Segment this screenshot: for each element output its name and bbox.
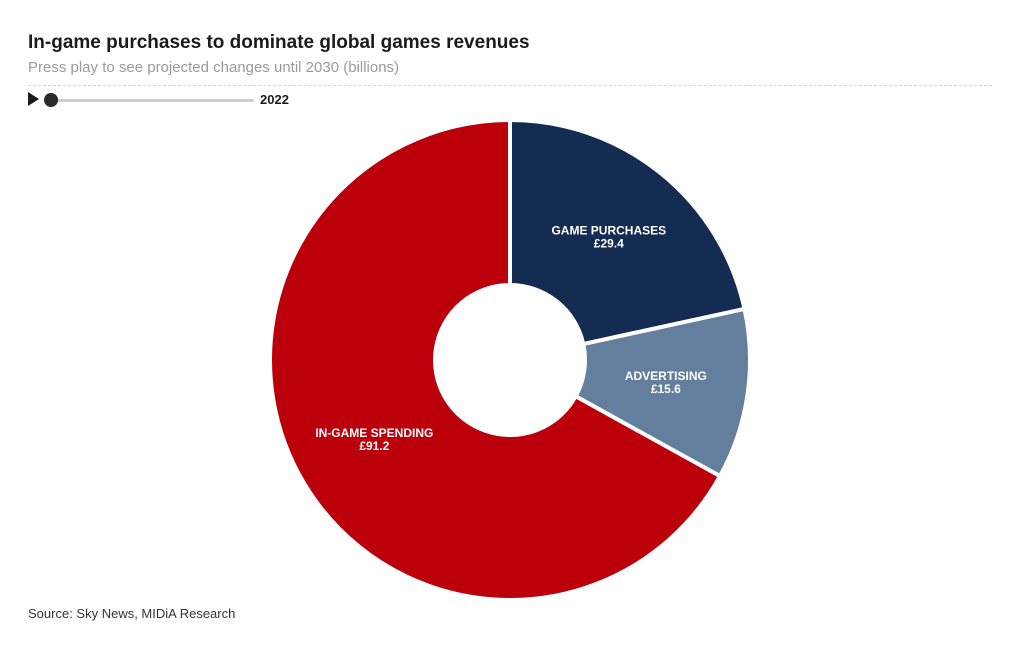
- chart-subtitle: Press play to see projected changes unti…: [28, 59, 400, 76]
- slice-in-game-spending[interactable]: [268, 118, 723, 602]
- slice-label-in-game-spending: IN-GAME SPENDING: [315, 426, 433, 440]
- slice-value-advertising: £15.6: [651, 382, 681, 396]
- timeline-slider-handle[interactable]: [44, 93, 58, 107]
- slice-value-in-game-spending: £91.2: [359, 439, 389, 453]
- header-divider: [28, 85, 992, 86]
- timeline-slider-track[interactable]: [50, 99, 254, 102]
- slice-advertising[interactable]: [573, 306, 752, 479]
- year-label: 2022: [260, 92, 289, 107]
- slice-label-game-purchases: GAME PURCHASES: [551, 223, 666, 237]
- source-note: Source: Sky News, MIDiA Research: [28, 606, 236, 621]
- chart-title: In-game purchases to dominate global gam…: [28, 32, 530, 53]
- slice-label-advertising: ADVERTISING: [625, 369, 707, 383]
- play-icon[interactable]: [28, 92, 39, 106]
- slice-game-purchases[interactable]: [508, 118, 747, 347]
- slice-value-game-purchases: £29.4: [594, 236, 624, 250]
- timeline-controls: 2022: [28, 90, 318, 110]
